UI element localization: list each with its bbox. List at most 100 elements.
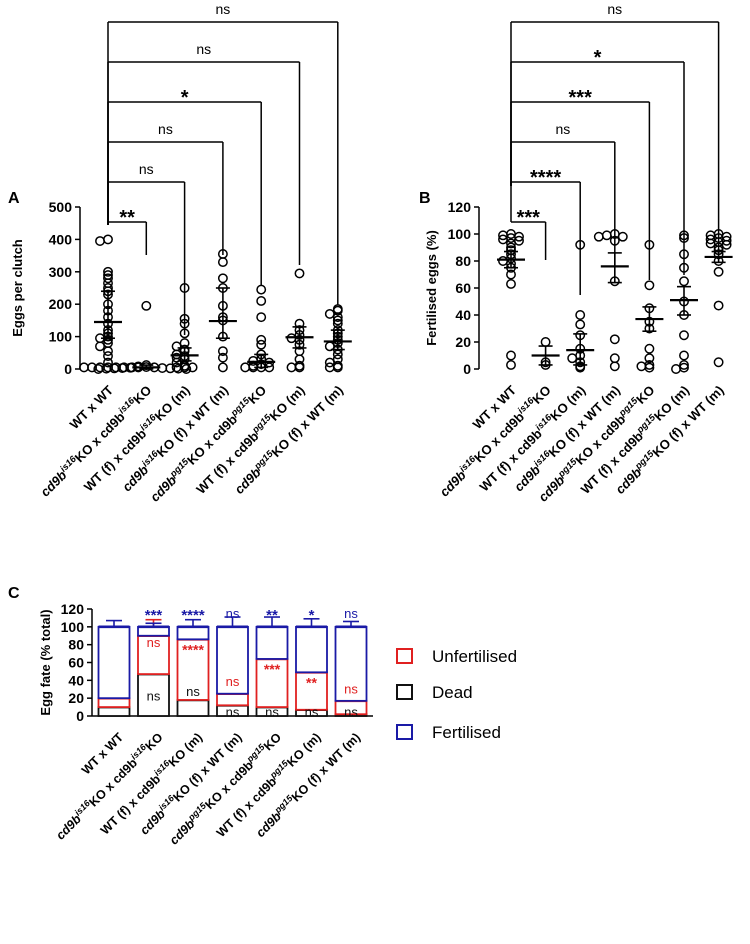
legend-label: Fertilised bbox=[432, 723, 501, 742]
data-point bbox=[141, 300, 152, 311]
bar-segment-dead bbox=[97, 706, 131, 717]
x-tick-label-part: KO (m) bbox=[166, 730, 205, 769]
legend-swatch bbox=[396, 724, 413, 740]
panel-a: A 0 100 200 300 400 500 Eggs per clutch ** ns ns * n… bbox=[8, 1, 352, 505]
legend-item-fertilised: Fertilised bbox=[396, 723, 501, 742]
data-point bbox=[713, 266, 724, 277]
y-tick-label: 0 bbox=[64, 361, 72, 377]
data-point bbox=[609, 334, 620, 345]
fertilised-significance: ns bbox=[226, 606, 240, 621]
data-point bbox=[103, 234, 113, 245]
data-point bbox=[617, 231, 628, 242]
data-point bbox=[679, 276, 689, 287]
data-point bbox=[324, 357, 335, 368]
data-point bbox=[171, 357, 182, 368]
y-tick-label: 60 bbox=[455, 280, 471, 296]
data-point bbox=[636, 361, 647, 372]
significance-label: * bbox=[181, 87, 189, 109]
unfertilised-significance: ns bbox=[344, 681, 358, 696]
data-point bbox=[95, 236, 105, 246]
legend-swatch bbox=[396, 684, 413, 700]
bar-segment-unfertilised bbox=[176, 638, 210, 701]
data-point bbox=[679, 360, 689, 370]
data-point bbox=[601, 230, 612, 241]
bar-segment-fertilised bbox=[255, 625, 289, 660]
data-point bbox=[103, 266, 113, 277]
data-point bbox=[498, 234, 508, 245]
y-tick-label: 20 bbox=[68, 690, 84, 706]
data-point bbox=[498, 256, 508, 266]
significance-label: *** bbox=[517, 207, 541, 229]
data-point bbox=[240, 362, 251, 373]
data-point bbox=[95, 341, 105, 352]
data-point bbox=[644, 343, 655, 354]
data-point bbox=[217, 257, 228, 268]
y-axis-title-text: Fertilised eggs (%) bbox=[424, 230, 439, 346]
fertilised-significance: *** bbox=[145, 607, 163, 624]
y-tick-label: 20 bbox=[455, 334, 471, 350]
y-axis-title-text: Egg fate (% total) bbox=[38, 609, 53, 715]
data-point bbox=[644, 280, 655, 291]
x-tick-label-part: KO (f) x WT (m) bbox=[289, 730, 363, 804]
y-tick-label: 500 bbox=[49, 199, 73, 215]
y-tick-label: 200 bbox=[49, 296, 73, 312]
data-point bbox=[324, 362, 335, 373]
data-point bbox=[644, 362, 655, 373]
unfertilised-significance: **** bbox=[182, 641, 204, 657]
y-tick-label: 120 bbox=[448, 199, 472, 215]
legend-label: Unfertilised bbox=[432, 647, 517, 666]
data-point bbox=[324, 308, 335, 319]
y-tick-label: 120 bbox=[61, 601, 85, 617]
bar-segment-fertilised bbox=[216, 625, 249, 695]
y-tick-label: 0 bbox=[76, 708, 84, 724]
dead-significance: ns bbox=[265, 704, 279, 719]
significance-label: ns bbox=[158, 121, 173, 137]
x-tick-label-part: KO (m) bbox=[284, 730, 323, 769]
bar-segment-fertilised bbox=[334, 625, 368, 702]
bar-segment-unfertilised bbox=[295, 671, 328, 711]
data-point bbox=[93, 364, 104, 374]
data-point bbox=[256, 312, 267, 323]
data-point bbox=[506, 350, 516, 361]
y-tick-label: 100 bbox=[49, 329, 73, 345]
legend-label: Dead bbox=[432, 683, 473, 702]
data-point bbox=[217, 346, 228, 357]
data-point bbox=[217, 273, 228, 284]
fertilised-significance: ** bbox=[266, 607, 278, 624]
fertilised-significance: * bbox=[309, 607, 315, 624]
significance-label: *** bbox=[569, 87, 593, 109]
data-point bbox=[567, 353, 578, 364]
panel-label: A bbox=[8, 190, 20, 207]
data-point bbox=[256, 296, 267, 306]
data-point bbox=[217, 352, 228, 363]
significance-label: ** bbox=[119, 207, 135, 229]
unfertilised-significance: ** bbox=[306, 674, 317, 690]
data-point bbox=[256, 334, 267, 345]
y-axis-title-text: Eggs per clutch bbox=[10, 239, 25, 337]
data-point bbox=[506, 279, 516, 289]
bar-segment-fertilised bbox=[97, 625, 131, 700]
data-point bbox=[256, 284, 267, 295]
data-point bbox=[671, 364, 681, 374]
data-point bbox=[103, 346, 113, 357]
legend-swatch bbox=[396, 648, 413, 664]
dead-significance: ns bbox=[344, 704, 358, 719]
y-tick-label: 40 bbox=[68, 672, 84, 688]
data-point bbox=[171, 341, 182, 352]
data-point bbox=[103, 351, 113, 361]
dead-significance: ns bbox=[305, 704, 319, 719]
data-point bbox=[187, 362, 198, 373]
dead-significance: ns bbox=[186, 684, 200, 699]
y-axis-title: Egg fate (% total) bbox=[38, 609, 53, 715]
y-tick-label: 100 bbox=[61, 619, 85, 635]
data-point bbox=[506, 360, 516, 370]
data-point bbox=[256, 339, 267, 350]
y-tick-label: 80 bbox=[68, 637, 84, 653]
data-point bbox=[79, 362, 89, 373]
data-point bbox=[593, 231, 604, 242]
significance-label: * bbox=[594, 47, 602, 69]
y-tick-label: 80 bbox=[455, 253, 471, 269]
data-point bbox=[506, 269, 516, 280]
